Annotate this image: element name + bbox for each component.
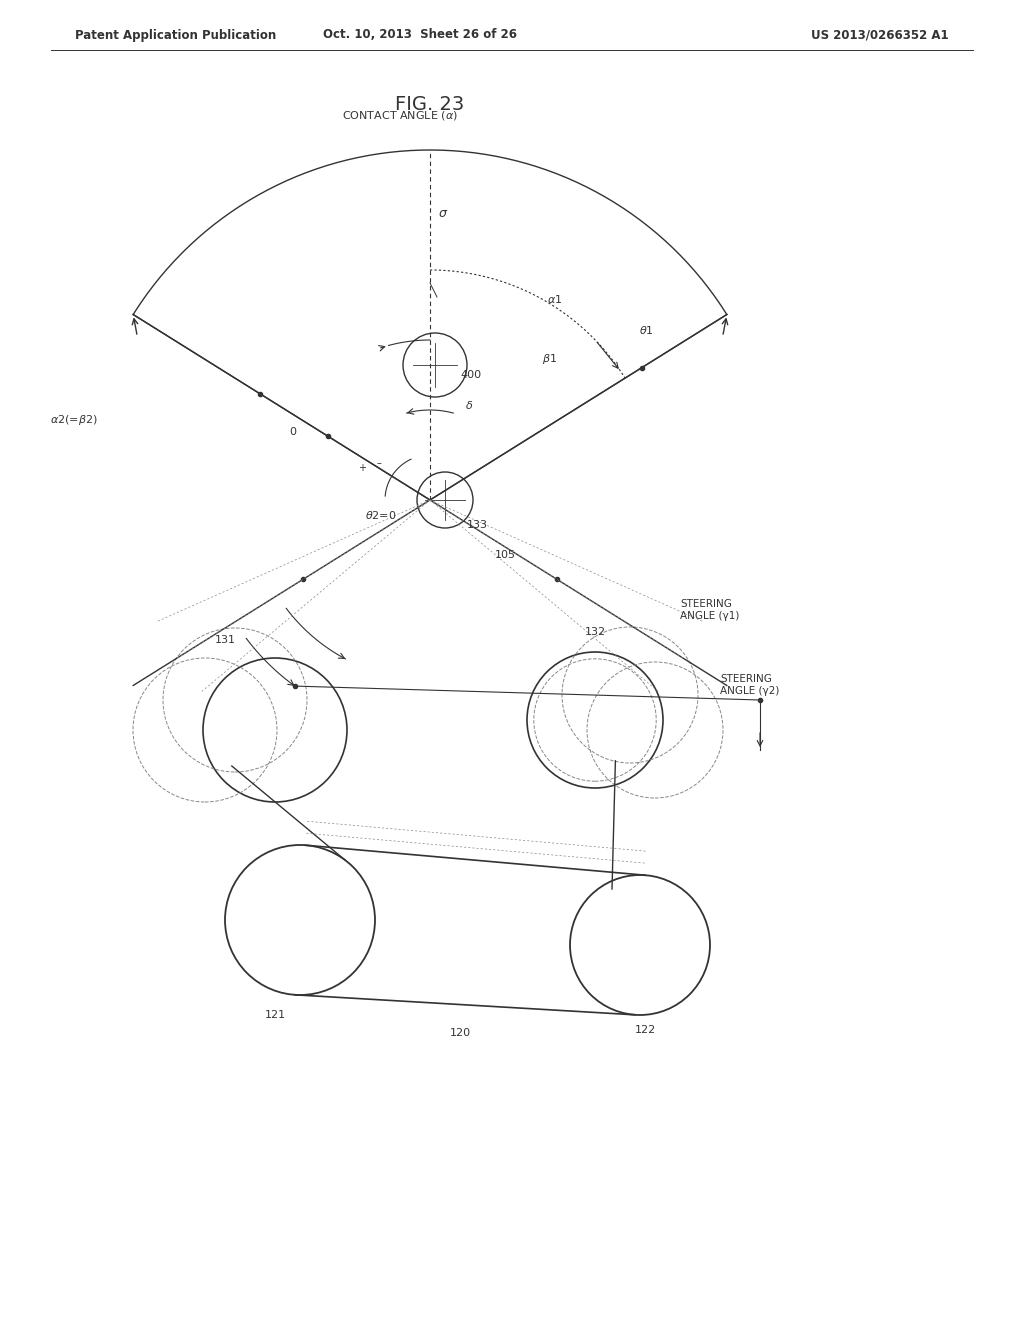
Text: 0: 0	[289, 426, 296, 437]
Text: Oct. 10, 2013  Sheet 26 of 26: Oct. 10, 2013 Sheet 26 of 26	[323, 29, 517, 41]
Text: –: –	[377, 458, 382, 469]
Text: $\alpha$2(=$\beta$2): $\alpha$2(=$\beta$2)	[50, 413, 97, 426]
Text: 132: 132	[585, 627, 606, 638]
Text: $\theta$1: $\theta$1	[639, 323, 654, 335]
Text: 120: 120	[450, 1027, 471, 1038]
Text: +: +	[358, 462, 367, 473]
Text: 400: 400	[460, 370, 481, 380]
Text: 133: 133	[467, 520, 488, 531]
Text: $\delta$: $\delta$	[465, 399, 473, 411]
Text: US 2013/0266352 A1: US 2013/0266352 A1	[811, 29, 949, 41]
Text: 121: 121	[265, 1010, 286, 1020]
Text: 122: 122	[635, 1026, 656, 1035]
Text: STEERING
ANGLE (γ2): STEERING ANGLE (γ2)	[720, 675, 779, 696]
Text: $\alpha$1: $\alpha$1	[547, 293, 562, 305]
Text: CONTACT ANGLE ($\alpha$): CONTACT ANGLE ($\alpha$)	[342, 108, 458, 121]
Text: FIG. 23: FIG. 23	[395, 95, 465, 115]
Text: $\beta$1: $\beta$1	[542, 352, 557, 366]
Text: 105: 105	[495, 550, 516, 560]
Text: $\sigma$: $\sigma$	[438, 206, 449, 219]
Text: Patent Application Publication: Patent Application Publication	[75, 29, 276, 41]
Text: $\theta$2=0: $\theta$2=0	[365, 510, 396, 521]
Text: STEERING
ANGLE (γ1): STEERING ANGLE (γ1)	[680, 599, 739, 620]
Text: 131: 131	[215, 635, 236, 645]
